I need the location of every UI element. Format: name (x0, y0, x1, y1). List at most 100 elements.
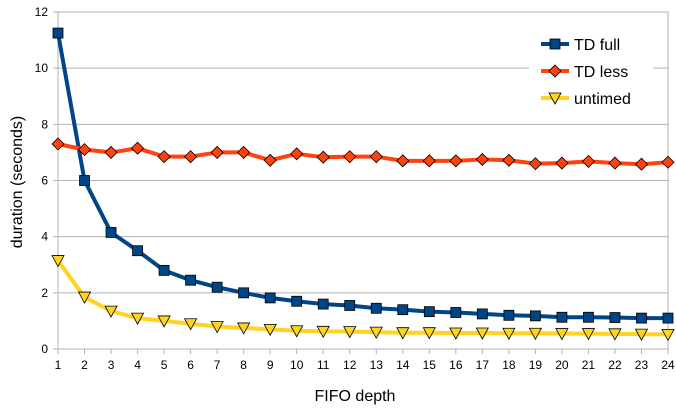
data-point (316, 150, 330, 164)
x-tick-label: 13 (370, 358, 384, 372)
data-point (581, 328, 596, 341)
legend-label: untimed (574, 91, 631, 108)
data-point (581, 154, 596, 168)
x-tick-label: 14 (396, 358, 410, 372)
data-point (369, 150, 383, 164)
data-point (77, 143, 92, 157)
x-tick-label: 18 (502, 358, 516, 372)
legend-swatch-marker (549, 38, 561, 50)
data-point (238, 287, 250, 299)
x-tick-label: 5 (161, 358, 168, 372)
legend-label: TD full (574, 37, 620, 54)
data-point (77, 291, 92, 304)
y-tick-label: 12 (35, 5, 49, 19)
legend-swatch-marker (548, 92, 562, 105)
data-point (264, 292, 276, 304)
x-tick-labels: 1 2 3 4 5 6 7 8 9 10 11 12 13 14 15 16 17 18 19 20 21 22 23 24 (55, 358, 675, 372)
data-point (634, 157, 649, 171)
x-tick-label: 9 (267, 358, 274, 372)
series-line (56, 259, 669, 337)
x-tick-label: 19 (529, 358, 543, 372)
data-point (344, 300, 356, 311)
data-point (158, 264, 170, 276)
data-point (370, 302, 382, 314)
data-point (157, 150, 171, 164)
x-tick-label: 8 (240, 358, 247, 372)
data-point (555, 328, 569, 341)
x-tick-label: 6 (187, 358, 194, 372)
data-point (396, 154, 410, 168)
x-tick-label: 12 (343, 358, 357, 372)
x-tick-label: 2 (81, 358, 88, 372)
plot-area-frame (57, 11, 669, 350)
data-point (476, 308, 488, 320)
x-tick-label: 16 (449, 358, 463, 372)
data-point (608, 156, 622, 170)
data-point (502, 327, 516, 341)
x-tick-label: 20 (555, 358, 569, 372)
data-point (369, 326, 383, 339)
x-axis-label: FIFO depth (315, 388, 396, 405)
legend-swatch-marker (548, 64, 562, 78)
y-axis-label: duration (seconds) (9, 116, 26, 249)
data-point (132, 245, 143, 257)
series-td-full (52, 27, 674, 324)
x-tick-label: 11 (317, 358, 330, 372)
x-tick-label: 3 (108, 358, 115, 372)
x-tick-label: 1 (55, 358, 62, 372)
x-tick-label: 17 (476, 358, 490, 372)
y-tick-label: 0 (41, 342, 48, 356)
y-tick-label: 2 (41, 286, 48, 300)
data-point (661, 328, 675, 342)
data-point (211, 281, 223, 293)
data-point (583, 311, 594, 323)
data-point (475, 327, 490, 340)
x-tick-label: 24 (661, 358, 675, 372)
x-tick-label: 22 (608, 358, 622, 372)
data-point (51, 255, 65, 268)
data-point (104, 145, 118, 159)
data-point (528, 327, 543, 341)
data-point (502, 153, 516, 167)
data-point (79, 175, 90, 186)
data-point (316, 325, 330, 339)
x-tick-label: 23 (635, 358, 649, 372)
y-tick-label: 4 (41, 230, 48, 244)
data-point (130, 312, 145, 325)
data-point (183, 318, 198, 331)
data-point (423, 306, 435, 318)
data-point (608, 328, 622, 341)
data-point (449, 327, 463, 340)
series-untimed (51, 255, 675, 342)
data-point (52, 27, 64, 39)
data-point (636, 312, 647, 324)
data-point (237, 145, 251, 159)
y-tick-label: 8 (41, 117, 48, 131)
data-point (397, 304, 409, 316)
data-point (210, 321, 224, 334)
x-tick-label: 21 (582, 358, 596, 372)
data-point (422, 154, 436, 168)
data-point (529, 310, 541, 322)
data-point (503, 309, 515, 321)
data-point (105, 227, 117, 238)
data-point (157, 315, 171, 328)
series-line (57, 142, 669, 167)
data-point (556, 311, 568, 323)
data-point (104, 305, 118, 318)
y-tick-labels: 0 2 4 6 8 10 12 (35, 5, 49, 356)
data-point (236, 322, 251, 335)
data-point (396, 327, 410, 340)
data-point (185, 274, 197, 286)
axes (53, 11, 669, 354)
x-tick-label: 10 (290, 358, 304, 372)
legend: TD full TD less untimed (529, 28, 653, 110)
data-point (634, 328, 649, 341)
data-point (528, 157, 542, 171)
data-point (263, 323, 277, 337)
data-point (609, 312, 621, 323)
data-point (422, 327, 436, 340)
data-point (450, 307, 462, 318)
data-point (263, 153, 277, 167)
